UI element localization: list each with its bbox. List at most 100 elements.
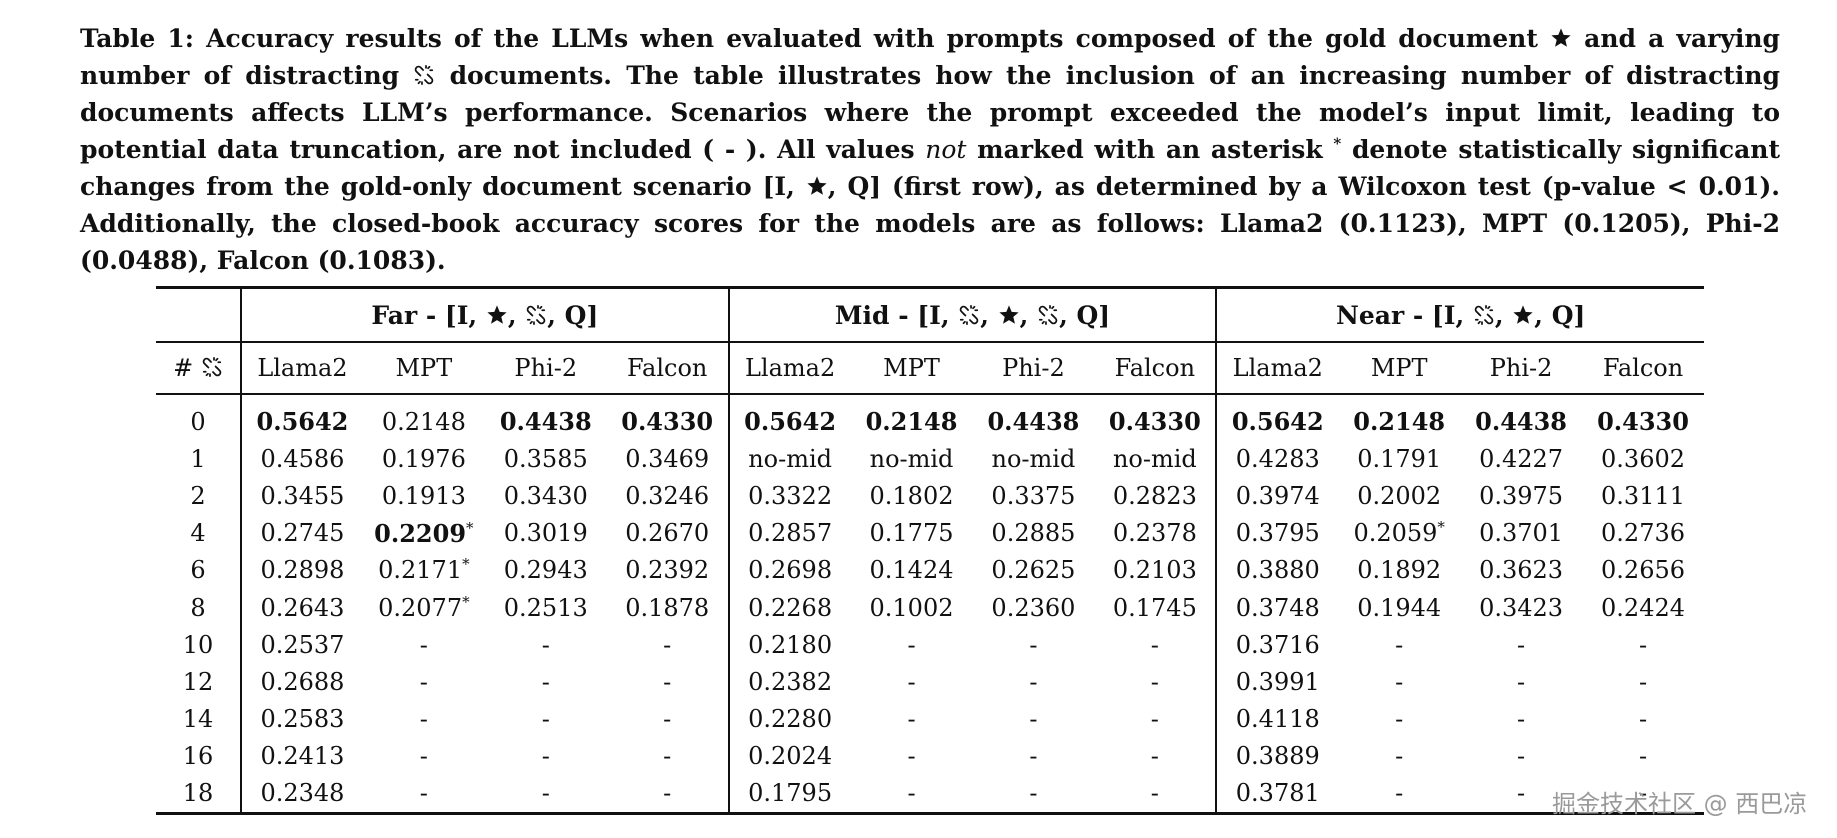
value-cell: 0.2736 bbox=[1582, 515, 1704, 552]
caption-emphasis: not bbox=[925, 135, 967, 164]
value-cell: - bbox=[851, 663, 973, 700]
cell-value: 0.2360 bbox=[991, 593, 1076, 622]
cell-value: - bbox=[1638, 667, 1648, 696]
cell-value: 0.2898 bbox=[260, 556, 345, 585]
distractor-count-header: # bbox=[156, 342, 241, 394]
cell-value: 0.2024 bbox=[748, 742, 833, 771]
cell-value: - bbox=[1150, 779, 1159, 808]
value-cell: 0.3716 bbox=[1215, 626, 1339, 664]
value-cell: 0.2625 bbox=[972, 552, 1094, 589]
group-label-part: , Q] bbox=[547, 300, 599, 330]
cell-value: - bbox=[1395, 667, 1404, 696]
cell-value: 0.2103 bbox=[1112, 556, 1197, 585]
cell-value: 0.3781 bbox=[1235, 779, 1320, 808]
value-cell: - bbox=[1582, 626, 1704, 663]
value-cell: 0.3602 bbox=[1582, 440, 1704, 477]
value-cell: 0.3623 bbox=[1460, 552, 1582, 589]
value-cell: 0.2656 bbox=[1582, 552, 1704, 589]
cell-value: 0.2885 bbox=[991, 519, 1076, 548]
group-label: Far - [I, bbox=[371, 300, 486, 330]
cell-value: - bbox=[663, 779, 672, 808]
value-cell: - bbox=[1460, 701, 1582, 738]
value-cell: 0.2360 bbox=[972, 589, 1094, 626]
value-cell: 0.2898 bbox=[240, 551, 363, 589]
cell-value: 0.3469 bbox=[625, 444, 710, 473]
value-cell: 0.3795 bbox=[1215, 514, 1339, 552]
value-cell: - bbox=[1338, 701, 1460, 738]
value-cell: 0.2513 bbox=[485, 589, 607, 626]
cell-value: 0.2537 bbox=[260, 630, 345, 659]
cell-value: - bbox=[1029, 779, 1038, 808]
value-cell: 0.2209* bbox=[363, 515, 485, 552]
cell-value: 0.4330 bbox=[1597, 407, 1689, 437]
cell-value: 0.2413 bbox=[260, 742, 345, 771]
cell-value: 0.1795 bbox=[748, 779, 833, 808]
value-cell: 0.3975 bbox=[1460, 477, 1582, 514]
cell-value: 0.4438 bbox=[499, 407, 592, 437]
value-cell: 0.4438 bbox=[972, 394, 1094, 440]
corner-cell bbox=[156, 288, 241, 343]
value-cell: 0.2103 bbox=[1094, 552, 1216, 589]
value-cell: - bbox=[851, 626, 973, 663]
cell-value: 0.2280 bbox=[748, 705, 833, 734]
cell-value: 0.2583 bbox=[260, 705, 345, 734]
results-table: Far - [I, , , Q] Mid - [I, , , , Q] Near -… bbox=[156, 286, 1704, 816]
cell-value: 0.3623 bbox=[1479, 556, 1564, 585]
value-cell: 0.2688 bbox=[240, 663, 363, 701]
cell-value: - bbox=[1150, 705, 1159, 734]
value-cell: - bbox=[363, 738, 485, 775]
chain-link-icon bbox=[201, 356, 223, 378]
cell-value: 0.3246 bbox=[625, 481, 710, 510]
value-cell: - bbox=[972, 626, 1094, 663]
star-icon bbox=[486, 304, 508, 326]
value-cell: - bbox=[1460, 774, 1583, 816]
value-cell: - bbox=[1094, 701, 1216, 738]
cell-value: 0.1976 bbox=[381, 444, 466, 473]
value-cell: - bbox=[851, 701, 973, 738]
value-cell: 0.1775 bbox=[851, 515, 973, 552]
value-cell: - bbox=[1460, 663, 1582, 700]
table-row: 1 0.4586 0.1976 0.3585 0.3469 no-mid no-mid no-… bbox=[156, 440, 1704, 478]
value-cell: 0.2392 bbox=[607, 552, 729, 589]
value-cell: 0.3423 bbox=[1460, 589, 1582, 626]
cell-value: 0.4330 bbox=[1108, 407, 1201, 437]
cell-value: 0.3019 bbox=[503, 519, 588, 548]
value-cell: 0.3701 bbox=[1460, 515, 1582, 552]
cell-value: - bbox=[1395, 779, 1404, 808]
group-label: Mid - [I, bbox=[834, 300, 959, 330]
value-cell: 0.2148 bbox=[851, 394, 973, 440]
value-cell: 0.2583 bbox=[240, 700, 363, 738]
value-cell: 0.1944 bbox=[1338, 589, 1460, 626]
value-cell: 0.1002 bbox=[851, 589, 973, 626]
count-hash: # bbox=[173, 354, 201, 382]
value-cell: 0.4438 bbox=[485, 394, 607, 440]
cell-value: - bbox=[1395, 630, 1404, 659]
cell-value: - bbox=[1029, 630, 1038, 659]
chain-link-icon bbox=[1037, 304, 1059, 326]
cell-value: 0.4227 bbox=[1479, 444, 1564, 473]
cell-value: - bbox=[907, 705, 916, 734]
value-cell: 0.2378 bbox=[1094, 515, 1216, 552]
value-cell: 0.2537 bbox=[240, 626, 363, 664]
cell-value: 0.2656 bbox=[1601, 556, 1686, 585]
value-cell: - bbox=[607, 626, 729, 663]
value-cell: - bbox=[485, 701, 607, 738]
table-row: 6 0.2898 0.2171* 0.2943 0.2392 0.2698 0.1424 0.… bbox=[156, 551, 1704, 589]
cell-value: - bbox=[907, 779, 916, 808]
table-row: 14 0.2583 - - - 0.2280 - - - 0.4118 - - - bbox=[156, 700, 1704, 738]
value-cell: - bbox=[1338, 774, 1461, 816]
value-cell: - bbox=[485, 626, 607, 663]
significance-asterisk: * bbox=[462, 555, 470, 574]
cell-value: 0.3748 bbox=[1235, 593, 1320, 622]
value-cell: - bbox=[1582, 701, 1704, 738]
value-cell: - bbox=[362, 774, 485, 816]
distractor-count-cell: 10 bbox=[182, 630, 214, 659]
cell-value: 0.4438 bbox=[1475, 407, 1568, 437]
cell-value: - bbox=[1029, 705, 1038, 734]
value-cell: 0.2698 bbox=[727, 551, 851, 589]
value-cell: 0.4330 bbox=[1094, 394, 1216, 440]
cell-value: - bbox=[663, 742, 672, 771]
group-label-part: , bbox=[980, 300, 998, 330]
group-label-part: , Q] bbox=[1534, 300, 1586, 330]
cell-value: 0.2823 bbox=[1112, 481, 1197, 510]
